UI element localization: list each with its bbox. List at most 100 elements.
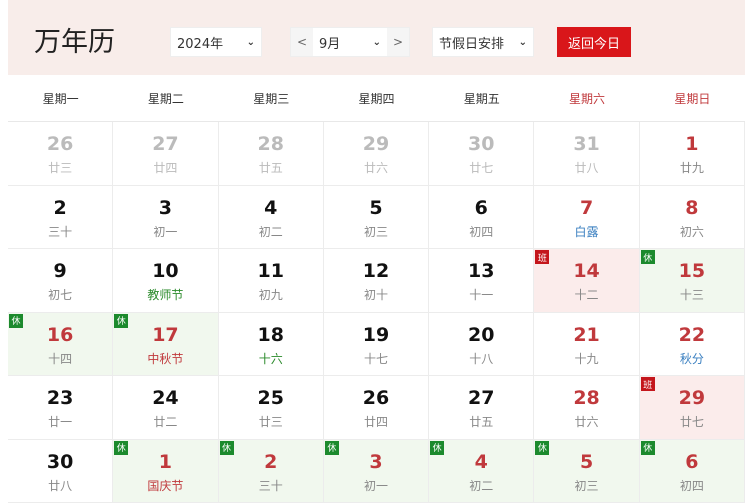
day-number: 3 (324, 451, 428, 473)
lunar-date: 初二 (219, 223, 323, 240)
year-select[interactable]: 2024年 ⌄ (170, 27, 262, 57)
day-number: 20 (429, 324, 533, 346)
day-number: 28 (534, 387, 638, 409)
lunar-date: 廿四 (113, 159, 217, 176)
lunar-date: 初二 (429, 477, 533, 494)
app-title: 万年历 (34, 20, 115, 59)
day-cell[interactable]: 18 十六 (219, 313, 324, 377)
chevron-down-icon: ⌄ (373, 37, 381, 48)
lunar-date: 廿八 (8, 477, 112, 494)
lunar-date: 十四 (8, 350, 112, 367)
weekday-label: 星期五 (429, 75, 534, 121)
lunar-date: 十六 (219, 350, 323, 367)
lunar-date: 廿三 (8, 159, 112, 176)
work-day-badge: 班 (535, 250, 549, 264)
lunar-date: 初三 (324, 223, 428, 240)
day-number: 18 (219, 324, 323, 346)
day-number: 21 (534, 324, 638, 346)
weekday-label: 星期四 (324, 75, 429, 121)
weekday-label: 星期三 (219, 75, 324, 121)
header-bar: 万年历 2024年⌄ < 9月⌄ > 节假日安排⌄ 返回今日 (8, 0, 745, 75)
rest-day-badge: 休 (114, 314, 128, 328)
year-value: 2024年 (177, 33, 223, 52)
rest-day-badge: 休 (114, 441, 128, 455)
back-to-today-button[interactable]: 返回今日 (557, 27, 631, 57)
day-number: 25 (219, 387, 323, 409)
day-number: 26 (8, 133, 112, 155)
holiday-select[interactable]: 节假日安排⌄ (432, 27, 534, 57)
day-number: 24 (113, 387, 217, 409)
rest-day-badge: 休 (535, 441, 549, 455)
next-month-button[interactable]: > (387, 35, 409, 49)
weekday-label: 星期二 (113, 75, 218, 121)
lunar-date: 廿三 (219, 413, 323, 430)
day-number: 6 (640, 451, 744, 473)
lunar-date: 初六 (640, 223, 744, 240)
day-number: 30 (429, 133, 533, 155)
day-number: 11 (219, 260, 323, 282)
month-select[interactable]: 9月⌄ (313, 28, 387, 56)
lunar-date: 初三 (534, 477, 638, 494)
day-cell[interactable]: 8 初六 (640, 186, 745, 250)
lunar-date: 廿五 (219, 159, 323, 176)
lunar-date: 秋分 (640, 350, 744, 367)
day-number: 29 (640, 387, 744, 409)
lunar-date: 廿五 (429, 413, 533, 430)
day-number: 19 (324, 324, 428, 346)
holiday-select-value: 节假日安排 (439, 33, 504, 52)
day-number: 6 (429, 197, 533, 219)
day-cell[interactable]: 30 廿七 (429, 122, 534, 186)
rest-day-badge: 休 (430, 441, 444, 455)
lunar-date: 廿六 (324, 159, 428, 176)
lunar-date: 国庆节 (113, 477, 217, 494)
day-cell[interactable]: 26 廿三 (8, 122, 113, 186)
weekday-label: 星期日 (640, 75, 745, 121)
day-number: 16 (8, 324, 112, 346)
day-number: 8 (640, 197, 744, 219)
rest-day-badge: 休 (641, 250, 655, 264)
day-cell[interactable]: 25 廿三 (219, 376, 324, 440)
lunar-date: 廿七 (429, 159, 533, 176)
prev-month-button[interactable]: < (291, 35, 313, 49)
weekday-label: 星期六 (534, 75, 639, 121)
chevron-down-icon: ⌄ (247, 37, 255, 48)
day-number: 15 (640, 260, 744, 282)
